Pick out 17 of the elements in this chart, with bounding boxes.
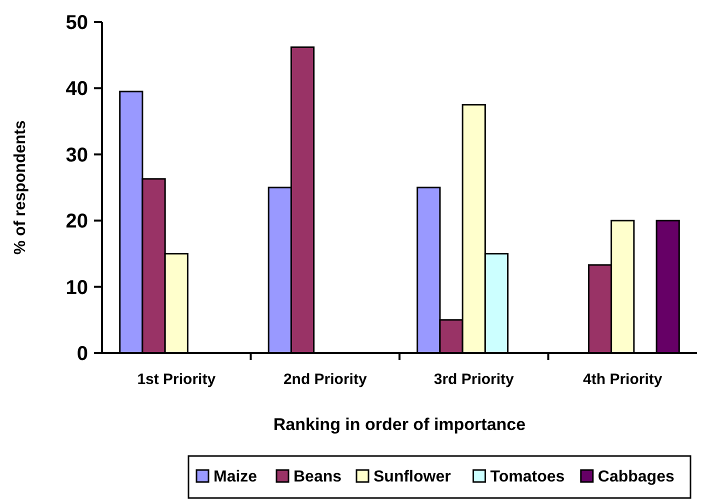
y-tick-label: 0 [76, 343, 88, 365]
x-tick-label: 2nd Priority [283, 371, 368, 388]
y-axis-title: % of respondents [12, 120, 29, 255]
legend-label: Tomatoes [490, 468, 565, 486]
y-tick-label: 40 [66, 78, 88, 100]
legend-label: Beans [294, 468, 342, 486]
x-tick-label: 4th Priority [583, 371, 663, 388]
x-axis-title: Ranking in order of importance [273, 415, 526, 434]
y-tick-label: 30 [66, 144, 88, 166]
x-tick-label: 3rd Priority [434, 371, 515, 388]
y-tick-label: 20 [66, 210, 88, 233]
x-tick-label: 1st Priority [137, 371, 216, 388]
y-tick-label: 10 [66, 276, 88, 299]
legend-label: Maize [214, 468, 258, 486]
y-tick-label: 50 [66, 12, 88, 34]
legend-label: Cabbages [598, 468, 674, 486]
legend-label: Sunflower [374, 468, 451, 486]
